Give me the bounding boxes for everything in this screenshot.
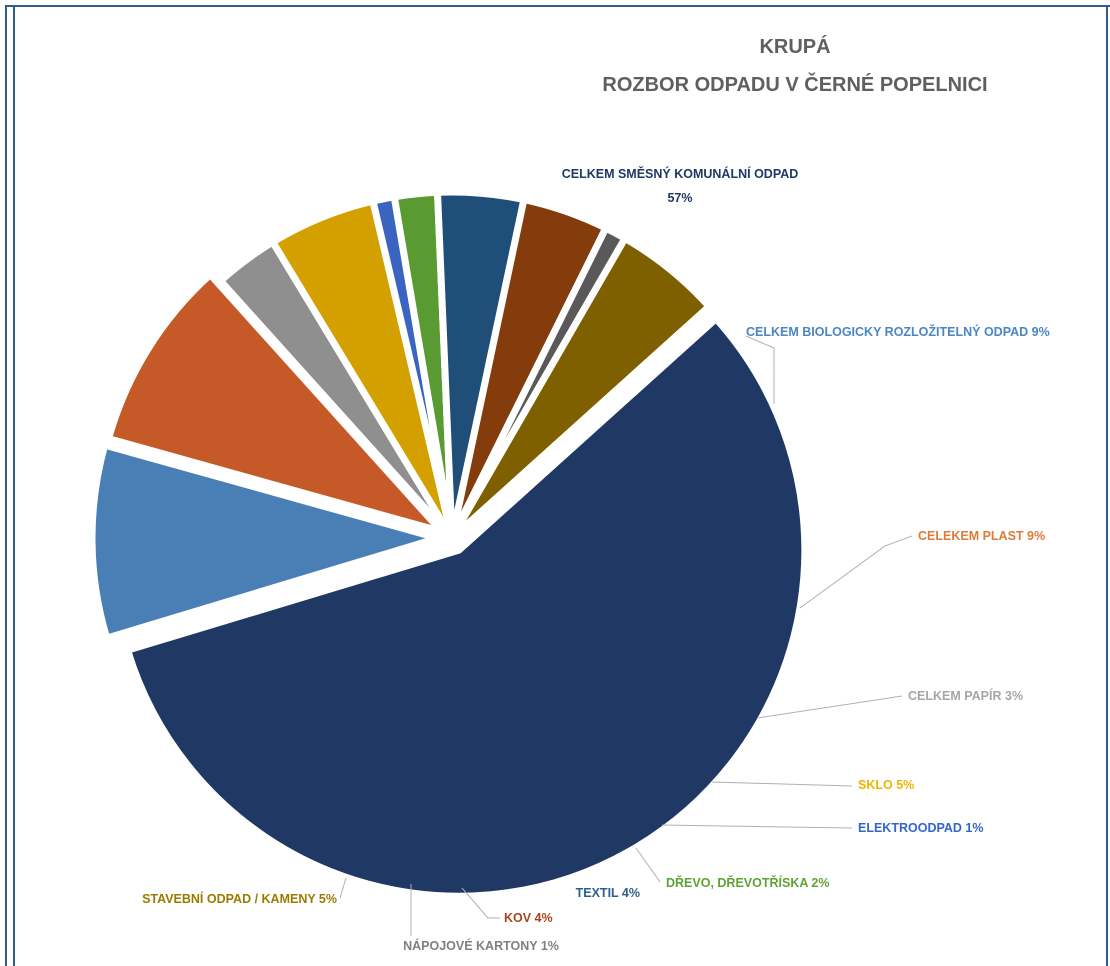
frame-top-border — [5, 5, 1110, 7]
data-label-7: TEXTIL 4% — [576, 886, 640, 900]
data-label-3: CELKEM PAPÍR 3% — [908, 688, 1023, 703]
leader-line-6 — [635, 847, 661, 883]
chart-title-line2: ROZBOR ODPADU V ČERNÉ POPELNICI — [602, 72, 987, 96]
data-label-6: DŘEVO, DŘEVOTŘÍSKA 2% — [666, 875, 829, 890]
chart-title-line1: KRUPÁ — [759, 35, 830, 58]
leader-line-3 — [756, 695, 903, 719]
frame-right-border — [1106, 5, 1108, 966]
data-label-5: ELEKTROODPAD 1% — [858, 821, 983, 835]
data-label-value-0: 57% — [667, 191, 692, 205]
pie-slice-2 — [105, 271, 446, 536]
frame-left-border — [5, 5, 15, 966]
data-label-9: NÁPOJOVÉ KARTONY 1% — [403, 938, 559, 953]
leader-line-5 — [661, 824, 853, 829]
leader-line-10 — [339, 877, 347, 899]
leader-line-4 — [711, 781, 853, 787]
data-label-2: CELEKEM PLAST 9% — [918, 529, 1045, 543]
pie-slice-1 — [88, 441, 442, 642]
pie-slice-10 — [448, 234, 713, 542]
pie-center-hub — [438, 524, 466, 552]
leader-line-2 — [799, 535, 913, 609]
leader-line-1 — [745, 335, 775, 404]
leader-line-8 — [461, 887, 500, 919]
pie-slice-0 — [124, 315, 809, 900]
data-label-8: KOV 4% — [504, 911, 553, 925]
data-label-1: CELKEM BIOLOGICKY ROZLOŽITELNÝ ODPAD 9% — [746, 324, 1050, 339]
data-label-10: STAVEBNÍ ODPAD / KAMENY 5% — [142, 891, 337, 906]
data-label-name-0: CELKEM SMĚSNÝ KOMUNÁLNÍ ODPAD — [562, 166, 799, 181]
data-label-4: SKLO 5% — [858, 778, 914, 792]
